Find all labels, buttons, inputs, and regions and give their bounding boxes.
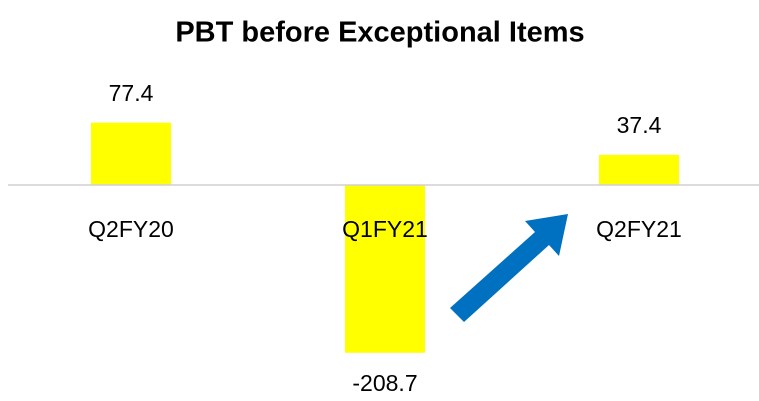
bar (599, 154, 679, 185)
data-label: 37.4 (617, 112, 662, 138)
data-label: -208.7 (352, 370, 417, 396)
trend-arrow (450, 214, 568, 322)
x-tick-label: Q2FY20 (88, 216, 174, 242)
bar (91, 122, 171, 185)
x-tick-label: Q2FY21 (596, 216, 682, 242)
labels: Q2FY20 77.4 Q1FY21 -208.7 Q2FY21 37.4 (88, 80, 682, 396)
data-label: 77.4 (109, 80, 154, 106)
bar (345, 184, 425, 353)
x-tick-label: Q1FY21 (342, 216, 428, 242)
chart-title: PBT before Exceptional Items (175, 17, 584, 49)
plot (91, 122, 679, 353)
